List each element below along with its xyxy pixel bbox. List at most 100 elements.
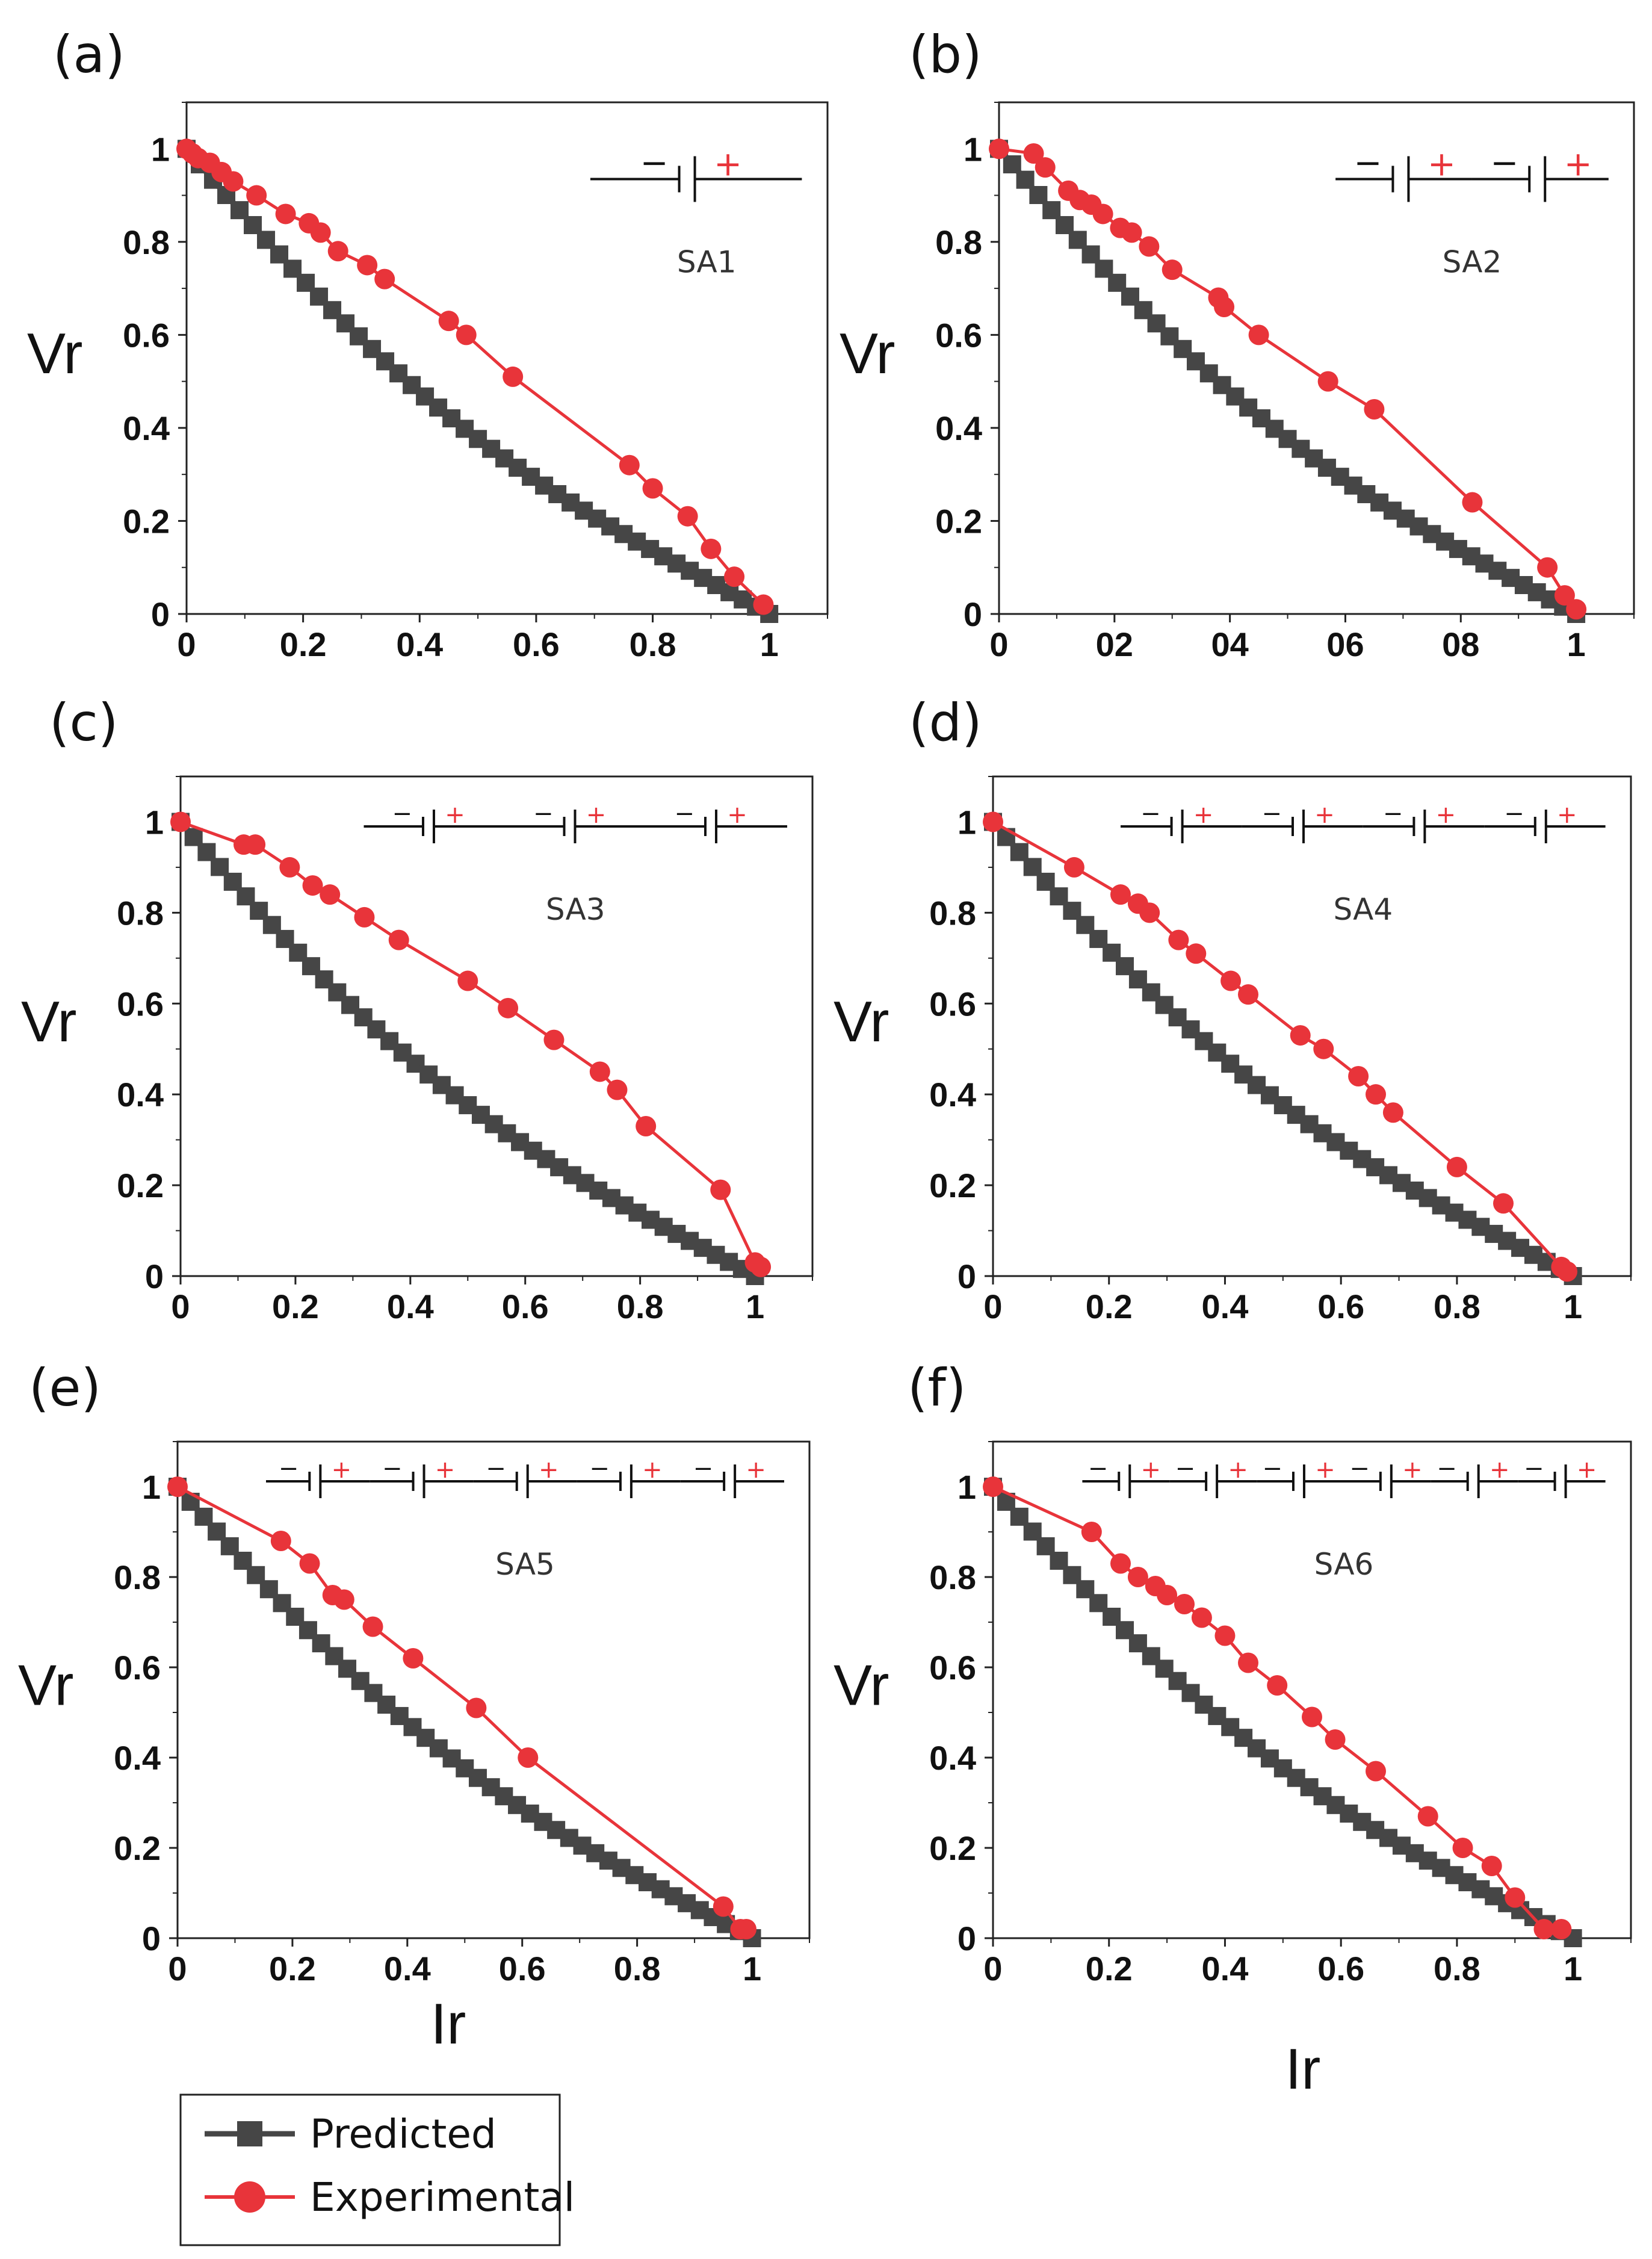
experimental-point [589,1061,610,1082]
minus-sign: − [1353,144,1382,183]
y-tick-label: 0.2 [929,1829,976,1867]
y-tick-label: 0.6 [117,985,164,1023]
x-tick-label: 0.6 [1317,1950,1364,1988]
panel-label: (c) [49,693,118,753]
plot-frame [179,775,814,1277]
panel-label: (f) [908,1358,966,1418]
plot-frame [992,1440,1632,1939]
experimental-point [1110,884,1131,905]
minus-sign: − [1175,1455,1196,1483]
x-tick-label: 1 [1564,1288,1582,1325]
x-tick-label: 1 [760,625,779,663]
cell-schematic: − + − + − + − + − + [266,1455,784,1498]
y-tick-label: 1 [151,130,170,168]
experimental-point [270,1531,291,1551]
experimental-point [724,566,745,587]
panel-label: (b) [909,25,982,85]
y-tick-label: 0.4 [929,1076,976,1114]
plus-sign: + [1228,1456,1248,1484]
predicted-line [184,147,771,617]
experimental-point [1092,203,1113,225]
experimental-point [362,1616,383,1637]
experimental-point [403,1648,424,1669]
minus-sign: − [1262,1455,1282,1483]
experimental-point [1168,929,1189,950]
x-tick-label: 0.4 [1202,1950,1249,1988]
experimental-point [1554,585,1575,606]
experimental-point [1214,297,1235,317]
plus-sign: + [714,145,742,184]
minus-sign: − [1437,1455,1457,1483]
plus-sign: + [1402,1456,1423,1484]
x-tick-label: 0 [171,1288,190,1325]
experimental-point [1446,1156,1467,1177]
y-tick-label: 0.2 [935,502,982,540]
experimental-point [1174,1594,1195,1614]
x-tick-label: 1 [1564,1950,1582,1988]
x-tick-label: 0.8 [614,1950,661,1988]
x-tick-label: 0 [989,625,1008,663]
x-tick-label: 0.2 [269,1950,316,1988]
y-axis-title: Vr [834,990,889,1054]
plus-sign: + [445,801,465,829]
cell-schematic: − + [590,144,802,202]
plus-sign: + [1557,801,1577,829]
experimental-point [466,1697,487,1718]
experimental-point [1348,1066,1369,1086]
minus-sign: − [1349,1455,1370,1483]
plus-sign: + [1315,1456,1335,1484]
y-tick-label: 0 [957,1920,976,1957]
experimental-point [1557,1261,1577,1282]
experimental-point [1505,1887,1526,1908]
experimental-point [1481,1856,1502,1876]
minus-sign: − [1088,1455,1109,1483]
experimental-point [1127,1567,1148,1587]
x-tick-label: 0 [983,1288,1002,1325]
y-tick-label: 0.6 [123,316,170,354]
experimental-point [736,1919,756,1939]
y-tick-label: 0.2 [929,1167,976,1204]
x-tick-label: 0.4 [1202,1288,1249,1325]
experimental-line [998,147,1578,610]
panel-label: (d) [909,693,982,753]
minus-sign: − [1140,800,1161,828]
plus-sign: + [1564,145,1592,184]
y-tick-label: 0.8 [935,223,982,261]
experimental-point [245,834,266,855]
experimental-point [170,811,191,832]
cell-config-label: SA5 [495,1547,555,1582]
predicted-point [1016,170,1035,189]
cell-config-label: SA4 [1333,892,1393,927]
y-tick-label: 0 [964,595,982,633]
minus-sign: − [589,1455,610,1483]
predicted-line [997,147,1578,617]
experimental-point [710,1179,731,1200]
cell-config-label: SA3 [546,892,605,927]
plus-sign: + [1428,145,1456,184]
minus-sign: − [486,1455,506,1483]
minus-sign: − [1383,800,1403,828]
legend-box [179,2093,561,2246]
x-tick-label: 0.8 [1434,1288,1480,1325]
cell-schematic: − + − + − + [364,800,787,843]
experimental-point [1214,1625,1236,1646]
experimental-point [357,255,378,276]
x-tick-label: 0.6 [1317,1288,1364,1325]
experimental-line [180,820,762,1268]
experimental-point [1366,1084,1386,1105]
experimental-point [388,929,409,950]
x-tick-label: 1 [743,1950,761,1988]
plot-frame [998,101,1635,615]
plus-sign: + [1577,1456,1597,1484]
experimental-point [1452,1838,1473,1858]
y-tick-label: 0.8 [114,1558,161,1596]
experimental-point [1157,1585,1178,1605]
y-tick-label: 0.4 [929,1739,976,1777]
y-tick-label: 0.4 [935,409,982,447]
experimental-point [1063,857,1084,878]
y-tick-label: 0.4 [114,1739,161,1777]
experimental-line [176,1485,746,1931]
y-tick-label: 0.6 [114,1649,161,1687]
